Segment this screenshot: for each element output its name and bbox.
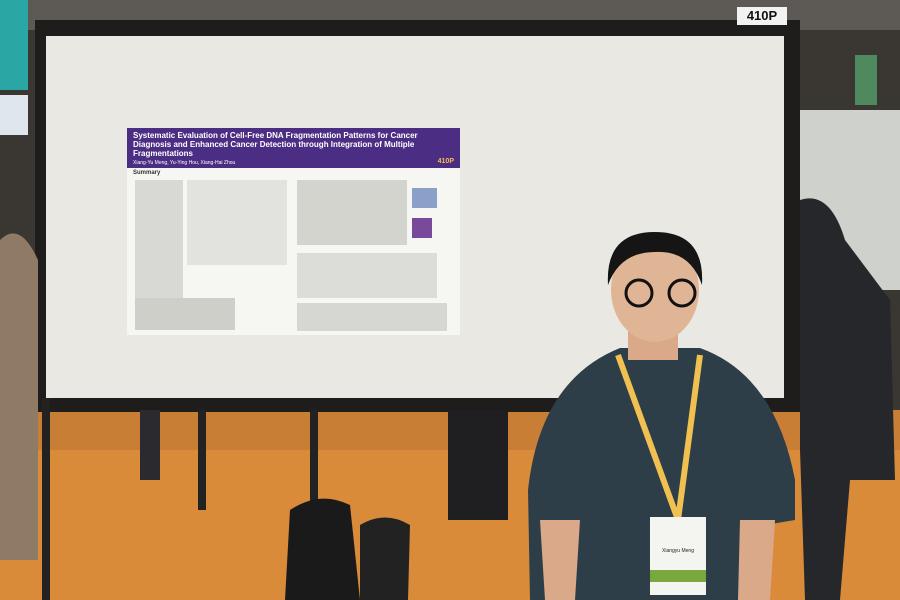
poster-title: Systematic Evaluation of Cell-Free DNA F… <box>133 131 418 158</box>
glasses <box>667 278 697 308</box>
board-number: 410P <box>737 7 787 25</box>
poster-authors: Xiang-Yu Meng, Yu-Ying Hou, Xiang-Hai Zh… <box>133 160 236 166</box>
badge-stripe <box>650 570 706 582</box>
bag <box>360 517 410 600</box>
poster: Systematic Evaluation of Cell-Free DNA F… <box>127 128 460 335</box>
figure <box>187 180 287 265</box>
visitor-legs <box>448 410 508 520</box>
lanyard <box>615 353 703 522</box>
board-leg <box>310 410 318 530</box>
board-leg <box>198 410 206 510</box>
badge-card <box>650 517 706 595</box>
heatmap <box>412 188 437 208</box>
poster-number: 410P <box>437 158 454 165</box>
right-person <box>800 198 895 600</box>
badge-name: Xiangyu Meng <box>662 548 694 554</box>
person-arm <box>738 520 775 600</box>
person-face <box>611 238 699 342</box>
poster-header: Systematic Evaluation of Cell-Free DNA F… <box>127 128 460 168</box>
person-hair <box>607 232 703 285</box>
glasses <box>624 278 654 308</box>
figure <box>297 180 407 245</box>
left-screen <box>0 95 28 135</box>
left-person <box>0 233 38 561</box>
right-banner <box>855 55 877 105</box>
left-sign <box>0 0 28 90</box>
backpack <box>285 498 360 600</box>
figure <box>135 298 235 330</box>
figure <box>297 303 447 331</box>
heatmap <box>412 218 432 238</box>
figure <box>297 253 437 298</box>
poster-figures <box>135 180 447 331</box>
board-leg <box>42 398 50 600</box>
visitor-legs <box>140 410 160 480</box>
poster-section: Summary <box>133 170 161 176</box>
person-arm <box>540 520 580 600</box>
